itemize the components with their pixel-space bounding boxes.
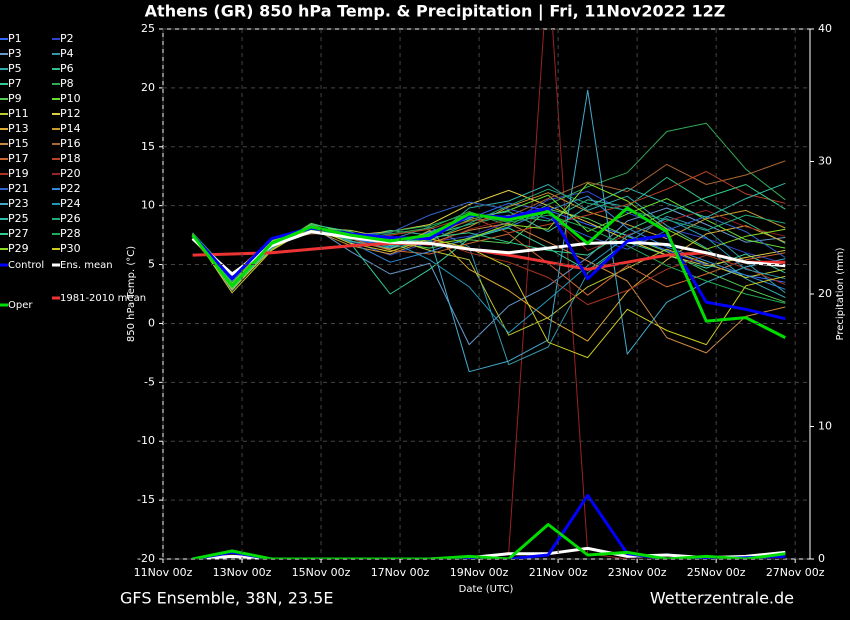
- x-tick-label: 17Nov 00z: [371, 566, 430, 579]
- legend-label: P16: [60, 137, 81, 150]
- y2-tick-label: 0: [818, 552, 825, 565]
- temp-line: [191, 206, 786, 339]
- legend-label: P20: [60, 167, 81, 180]
- legend-label: P13: [8, 122, 29, 135]
- legend-label: P30: [60, 242, 81, 255]
- y2-tick-label: 10: [818, 420, 832, 433]
- legend-label: P3: [8, 47, 22, 60]
- legend-label: P11: [8, 107, 29, 120]
- legend-label: P8: [60, 77, 74, 90]
- legend-label: P14: [60, 122, 81, 135]
- plot-lines: [191, 29, 786, 559]
- precip-line: [192, 523, 786, 559]
- x-tick-label: 27Nov 00z: [766, 566, 825, 579]
- legend-label: P28: [60, 227, 81, 240]
- x-tick-label: 25Nov 00z: [687, 566, 746, 579]
- legend-label: P2: [60, 32, 74, 45]
- legend-label: P29: [8, 242, 29, 255]
- x-tick-label: 21Nov 00z: [529, 566, 588, 579]
- y-tick-label: 25: [141, 22, 155, 35]
- legend-label: P26: [60, 212, 81, 225]
- legend-label: Ens. mean: [60, 260, 113, 271]
- legend-label: 1981-2010 mean: [60, 293, 146, 304]
- legend-label: P15: [8, 137, 29, 150]
- y-tick-label: 0: [148, 316, 155, 329]
- x-tick-label: 19Nov 00z: [450, 566, 509, 579]
- legend-label: P24: [60, 197, 81, 210]
- legend-label: P18: [60, 152, 81, 165]
- x-tick-label: 11Nov 00z: [134, 566, 193, 579]
- y-tick-label: 15: [141, 140, 155, 153]
- legend-label: P4: [60, 47, 74, 60]
- legend-label: P17: [8, 152, 29, 165]
- x-axis-label: Date (UTC): [459, 584, 514, 595]
- legend-label: P9: [8, 92, 22, 105]
- legend-label: P21: [8, 182, 29, 195]
- y2-tick-label: 40: [818, 22, 832, 35]
- x-tick-label: 15Nov 00z: [292, 566, 351, 579]
- y-tick-label: 20: [141, 81, 155, 94]
- y-tick-label: 5: [148, 258, 155, 271]
- footer-source: GFS Ensemble, 38N, 23.5E: [120, 589, 333, 608]
- legend-label: P23: [8, 197, 29, 210]
- legend-label: P1: [8, 32, 22, 45]
- legend-label: P7: [8, 77, 22, 90]
- y2-tick-label: 30: [818, 155, 832, 168]
- x-tick-label: 23Nov 00z: [608, 566, 667, 579]
- legend-label: P5: [8, 62, 22, 75]
- y-axis-label: 850 hPa Temp. (°C): [126, 246, 137, 342]
- legend-label: P27: [8, 227, 29, 240]
- y-tick-label: 10: [141, 199, 155, 212]
- x-tick-label: 13Nov 00z: [213, 566, 272, 579]
- y-tick-label: -5: [144, 375, 155, 388]
- legend-label: P25: [8, 212, 29, 225]
- legend-label: Oper: [8, 300, 33, 311]
- y-tick-label: -20: [137, 552, 155, 565]
- legend-label: Control: [8, 260, 44, 271]
- legend-label: P12: [60, 107, 81, 120]
- legend-label: P22: [60, 182, 81, 195]
- y-tick-label: -15: [137, 493, 155, 506]
- footer-site: Wetterzentrale.de: [650, 589, 794, 608]
- chart-title: Athens (GR) 850 hPa Temp. & Precipitatio…: [145, 2, 726, 22]
- legend-label: P6: [60, 62, 74, 75]
- legend-label: P19: [8, 167, 29, 180]
- plot-area: [162, 28, 811, 560]
- temp-line: [191, 230, 786, 276]
- y2-tick-label: 20: [818, 287, 832, 300]
- y2-axis-label: Precipitation (mm): [835, 247, 846, 340]
- y-tick-label: -10: [137, 434, 155, 447]
- legend-label: P10: [60, 92, 81, 105]
